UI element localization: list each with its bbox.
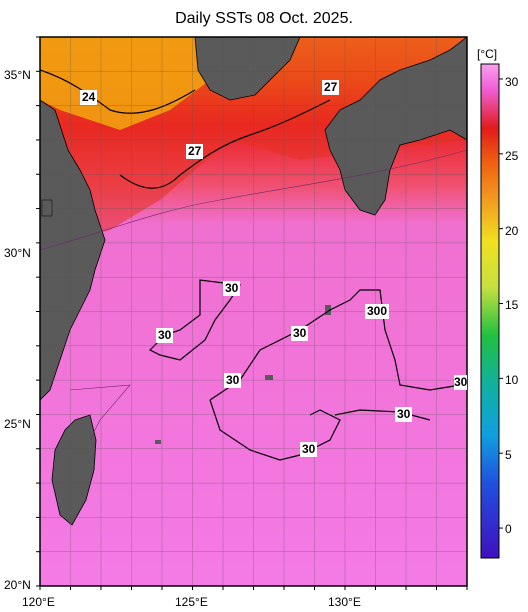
colorbar-ticks — [499, 78, 503, 529]
contour-label: 30 — [291, 326, 309, 341]
contour-label: 30 — [395, 407, 413, 422]
lat-label-20: 20°N — [4, 578, 31, 592]
island — [41, 199, 53, 217]
island — [155, 440, 161, 444]
contour-label: 24 — [80, 90, 98, 105]
contour-label: 300 — [365, 304, 390, 319]
contour-label: 30 — [300, 442, 318, 457]
korea-land — [194, 37, 301, 101]
colorbar-label: 5 — [505, 448, 512, 462]
colorbar-label: 25 — [505, 149, 519, 163]
contour-27 — [119, 99, 331, 189]
island — [325, 305, 331, 315]
lat-label-25: 25°N — [4, 417, 31, 431]
colorbar — [480, 63, 500, 559]
colorbar-label: 20 — [505, 224, 519, 238]
lon-label-130: 130°E — [328, 595, 361, 609]
contour-label: 27 — [186, 144, 204, 159]
colorbar-label: 0 — [505, 522, 512, 536]
japan-land — [324, 37, 467, 216]
contour-30b — [209, 289, 467, 401]
colorbar-label: 10 — [505, 373, 519, 387]
contour-label: 30 — [454, 375, 468, 390]
lat-label-30: 30°N — [4, 246, 31, 260]
axis-ticks — [36, 36, 468, 590]
cool-yellow-sea — [40, 37, 210, 130]
island — [265, 375, 273, 380]
contour-label: 30 — [224, 373, 242, 388]
contour-label: 30 — [223, 281, 241, 296]
china-land — [40, 99, 106, 401]
contour-label: 30 — [156, 328, 174, 343]
colorbar-unit: [°C] — [477, 47, 498, 61]
lon-label-125: 125°E — [175, 595, 208, 609]
map-title: Daily SSTs 08 Oct. 2025. — [175, 10, 353, 27]
contour-label: 27 — [322, 80, 340, 95]
lat-label-35: 35°N — [4, 68, 31, 82]
lon-label-120: 120°E — [22, 595, 55, 609]
colorbar-label: 30 — [505, 75, 519, 89]
colorbar-label: 15 — [505, 298, 519, 312]
contour-30d — [334, 409, 431, 421]
contour-24 — [40, 69, 196, 114]
